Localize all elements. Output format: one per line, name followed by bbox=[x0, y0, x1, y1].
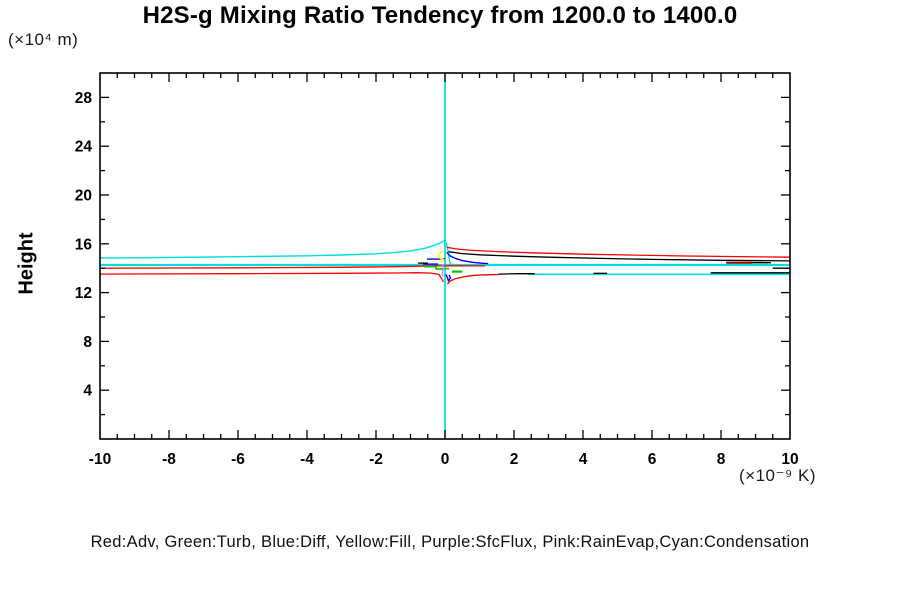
series-fill-squiggle bbox=[437, 250, 445, 263]
x-axis-unit-label: (×10⁻⁹ K) bbox=[739, 466, 816, 485]
series-condensation-upper-curve bbox=[99, 239, 452, 265]
chart-title: H2S-g Mixing Ratio Tendency from 1200.0 … bbox=[142, 2, 738, 29]
y-tick-label: 8 bbox=[83, 334, 92, 351]
series-adv-lower-left bbox=[99, 272, 444, 283]
x-tick-label: 8 bbox=[717, 451, 726, 468]
y-axis-unit-label: (×10⁴ m) bbox=[8, 30, 79, 49]
y-tick-label: 28 bbox=[75, 90, 93, 107]
x-tick-label: 6 bbox=[648, 451, 657, 468]
y-tick-label: 4 bbox=[83, 383, 92, 400]
x-tick-label: -6 bbox=[231, 451, 245, 468]
y-tick-label: 16 bbox=[75, 236, 93, 253]
y-tick-label: 24 bbox=[75, 139, 93, 156]
x-tick-label: -4 bbox=[300, 451, 314, 468]
x-tick-label: -2 bbox=[369, 451, 383, 468]
x-tick-label: 4 bbox=[579, 451, 588, 468]
series-adv-upper-right bbox=[446, 246, 791, 258]
legend-text: Red:Adv, Green:Turb, Blue:Diff, Yellow:F… bbox=[90, 533, 810, 551]
y-tick-label: 20 bbox=[75, 188, 92, 205]
series-total-upper-right bbox=[448, 251, 791, 262]
series-diff-right bbox=[446, 251, 489, 265]
series-adv-mid-left bbox=[99, 265, 485, 269]
y-tick-label: 12 bbox=[75, 285, 92, 302]
x-tick-label: -10 bbox=[89, 451, 111, 468]
x-tick-label: 2 bbox=[510, 451, 519, 468]
x-tick-label: 0 bbox=[441, 451, 450, 468]
series-adv-lower-right bbox=[446, 273, 499, 285]
x-tick-label: 10 bbox=[781, 451, 798, 468]
x-tick-label: -8 bbox=[162, 451, 176, 468]
series-diff-down-spike bbox=[445, 273, 452, 282]
series-turb-left bbox=[424, 265, 445, 270]
